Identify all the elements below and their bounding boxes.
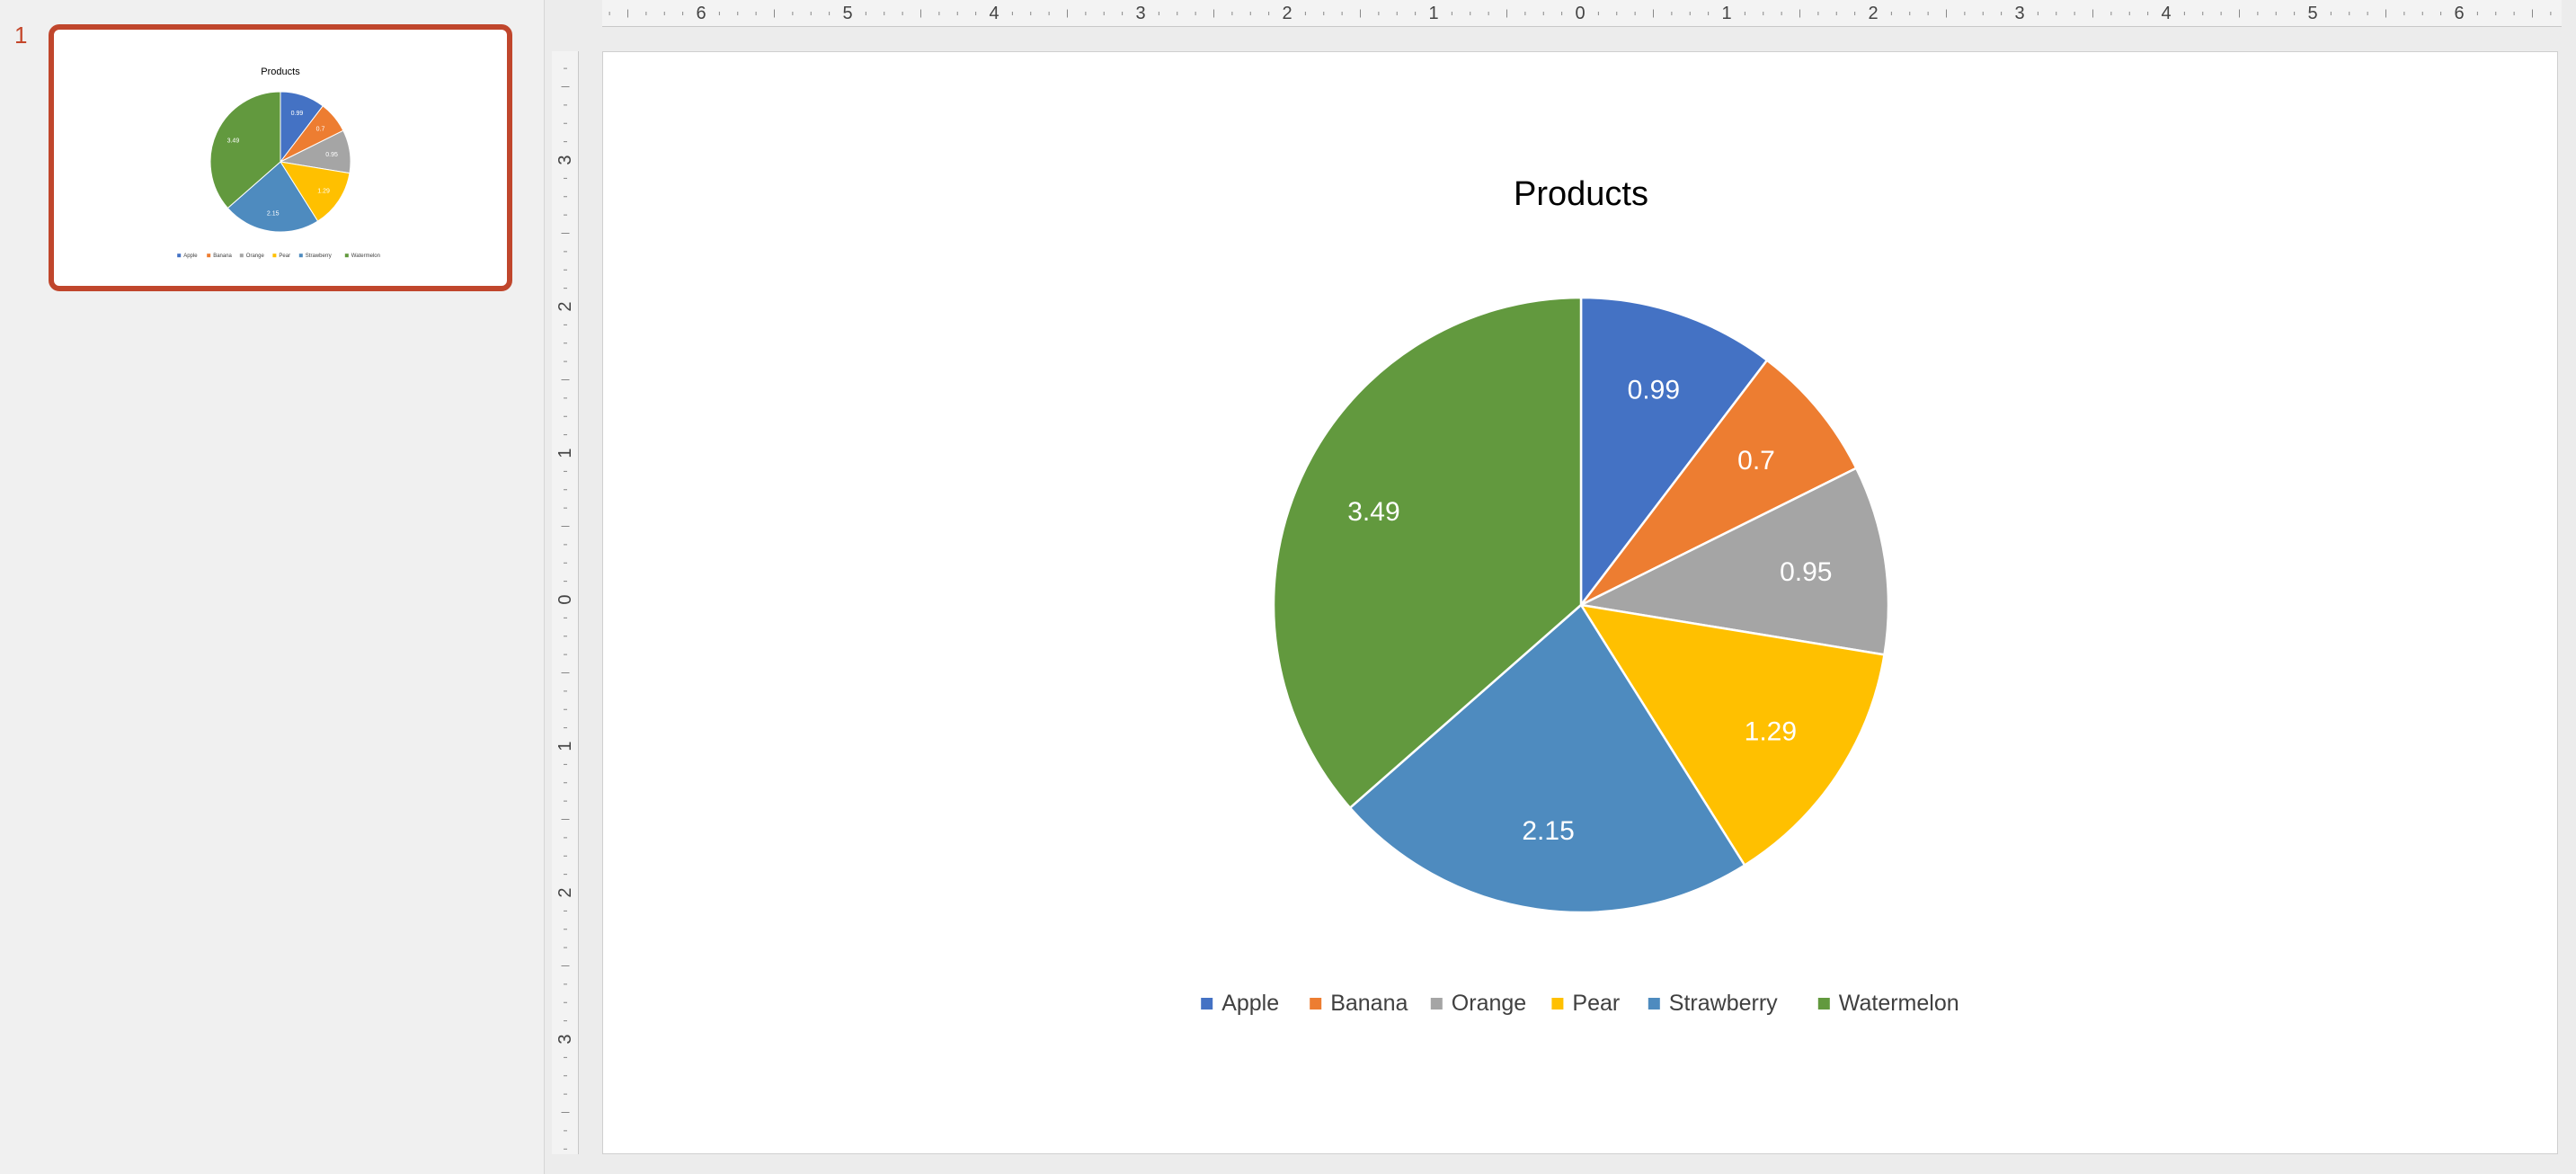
ruler-h-label: 1 xyxy=(1721,4,1731,23)
thumb-data-label-pear: 1.29 xyxy=(317,188,330,194)
legend-label-pear: Pear xyxy=(1572,991,1620,1016)
ruler-v-label: 3 xyxy=(555,155,575,165)
legend-marker-strawberry xyxy=(1648,998,1660,1009)
slide-canvas[interactable]: Products 0.99 0.7 0.95 1.29 2.15 3.49 Apple Ba… xyxy=(602,51,2558,1154)
slice-pear[interactable] xyxy=(1578,603,1886,867)
ruler-h-label: 6 xyxy=(2454,4,2464,23)
ruler-h-label: 2 xyxy=(1282,4,1292,23)
ruler-h-label: 4 xyxy=(2161,4,2171,23)
thumbnail-title: Products xyxy=(261,67,300,77)
ruler-v-label: 1 xyxy=(555,448,575,458)
ruler-h-label: 5 xyxy=(842,4,852,23)
thumb-data-label-strawberry: 2.15 xyxy=(267,211,280,218)
legend-marker-pear xyxy=(1551,998,1564,1009)
legend-label-strawberry: Strawberry xyxy=(1669,991,1778,1016)
legend-marker-watermelon xyxy=(1817,998,1830,1009)
data-label-apple: 0.99 xyxy=(1628,376,1680,405)
data-label-strawberry: 2.15 xyxy=(1522,816,1574,846)
slice-watermelon[interactable] xyxy=(1272,296,1583,810)
thumb-legend-marker-banana xyxy=(207,253,211,258)
slice-strawberry[interactable] xyxy=(1348,603,1746,914)
legend-marker-banana xyxy=(1310,998,1322,1009)
thumb-data-label-watermelon: 3.49 xyxy=(227,138,240,145)
ruler-h-label: 2 xyxy=(1868,4,1878,23)
ruler-h-label: 3 xyxy=(2014,4,2024,23)
thumb-slice-watermelon xyxy=(209,91,281,209)
slide-thumbnail-pane: 1 Products 0.99 0.7 0.95 1.29 2.15 3.49 Apple… xyxy=(0,0,545,1174)
legend-label-apple: Apple xyxy=(1221,991,1279,1016)
data-label-orange: 0.95 xyxy=(1780,557,1832,587)
ruler-h-label: 4 xyxy=(989,4,999,23)
thumb-slice-pear xyxy=(279,161,351,222)
legend-marker-apple xyxy=(1201,998,1213,1009)
thumb-legend-label-apple: Apple xyxy=(183,253,198,259)
slide-thumbnail[interactable]: Products 0.99 0.7 0.95 1.29 2.15 3.49 Apple Ba… xyxy=(49,24,512,291)
slice-orange[interactable] xyxy=(1577,467,1890,656)
thumb-legend-marker-orange xyxy=(239,253,244,258)
thumb-data-label-banana: 0.7 xyxy=(316,127,325,133)
thumb-data-label-apple: 0.99 xyxy=(291,111,304,117)
thumb-legend-label-orange: Orange xyxy=(246,253,265,259)
ruler-v-label: 3 xyxy=(555,1034,575,1044)
thumb-legend-label-strawberry: Strawberry xyxy=(306,253,332,259)
thumb-legend-marker-apple xyxy=(177,253,182,258)
thumb-legend-marker-strawberry xyxy=(298,253,303,258)
ruler-h-label: 5 xyxy=(2307,4,2317,23)
thumbnail-chart: Products 0.99 0.7 0.95 1.29 2.15 3.49 Apple Ba… xyxy=(177,67,380,259)
ruler-v-label: 0 xyxy=(555,594,575,604)
vertical-ruler: 3 2 1 0 1 2 3 xyxy=(552,51,579,1154)
thumbnail-pie: 0.99 0.7 0.95 1.29 2.15 3.49 xyxy=(209,91,351,233)
thumb-legend-marker-pear xyxy=(272,253,277,258)
legend-label-orange: Orange xyxy=(1452,991,1526,1016)
ruler-v-label: 1 xyxy=(555,741,575,751)
ruler-h-label: 6 xyxy=(696,4,706,23)
thumb-legend-label-watermelon: Watermelon xyxy=(351,253,380,259)
legend-label-banana: Banana xyxy=(1330,991,1408,1016)
thumb-legend-marker-watermelon xyxy=(344,253,349,258)
slice-banana[interactable] xyxy=(1580,358,1858,607)
thumb-legend-label-banana: Banana xyxy=(213,253,232,259)
pie-slices xyxy=(1272,296,1890,914)
thumbnail-legend: Apple Banana Orange Pear Strawberry Watermelo… xyxy=(177,253,380,259)
legend-marker-orange xyxy=(1430,998,1443,1009)
legend-label-watermelon: Watermelon xyxy=(1839,991,1959,1016)
data-label-banana: 0.7 xyxy=(1737,446,1775,476)
data-label-watermelon: 3.49 xyxy=(1347,497,1399,527)
ruler-h-label: 1 xyxy=(1428,4,1438,23)
ruler-v-label: 2 xyxy=(555,301,575,311)
slice-apple[interactable] xyxy=(1579,296,1769,609)
thumb-data-label-orange: 0.95 xyxy=(325,152,338,158)
ruler-v-label: 2 xyxy=(555,887,575,897)
thumb-legend-label-pear: Pear xyxy=(279,253,290,259)
pie-chart[interactable]: Products 0.99 0.7 0.95 1.29 2.15 3.49 Apple Ba… xyxy=(603,52,2559,1155)
chart-title: Products xyxy=(1514,175,1648,213)
ruler-h-label: 3 xyxy=(1135,4,1145,23)
thumb-slice-strawberry xyxy=(227,161,319,233)
horizontal-ruler: 6 5 4 3 2 1 0 1 2 3 4 5 6 xyxy=(602,0,2562,27)
slide-number: 1 xyxy=(14,22,28,49)
ruler-h-label: 0 xyxy=(1575,4,1585,23)
pie-data-labels: 0.99 0.7 0.95 1.29 2.15 3.49 xyxy=(1347,376,1832,846)
chart-legend: Apple Banana Orange Pear Strawberry Watermelo… xyxy=(1201,991,1959,1016)
data-label-pear: 1.29 xyxy=(1745,716,1797,746)
